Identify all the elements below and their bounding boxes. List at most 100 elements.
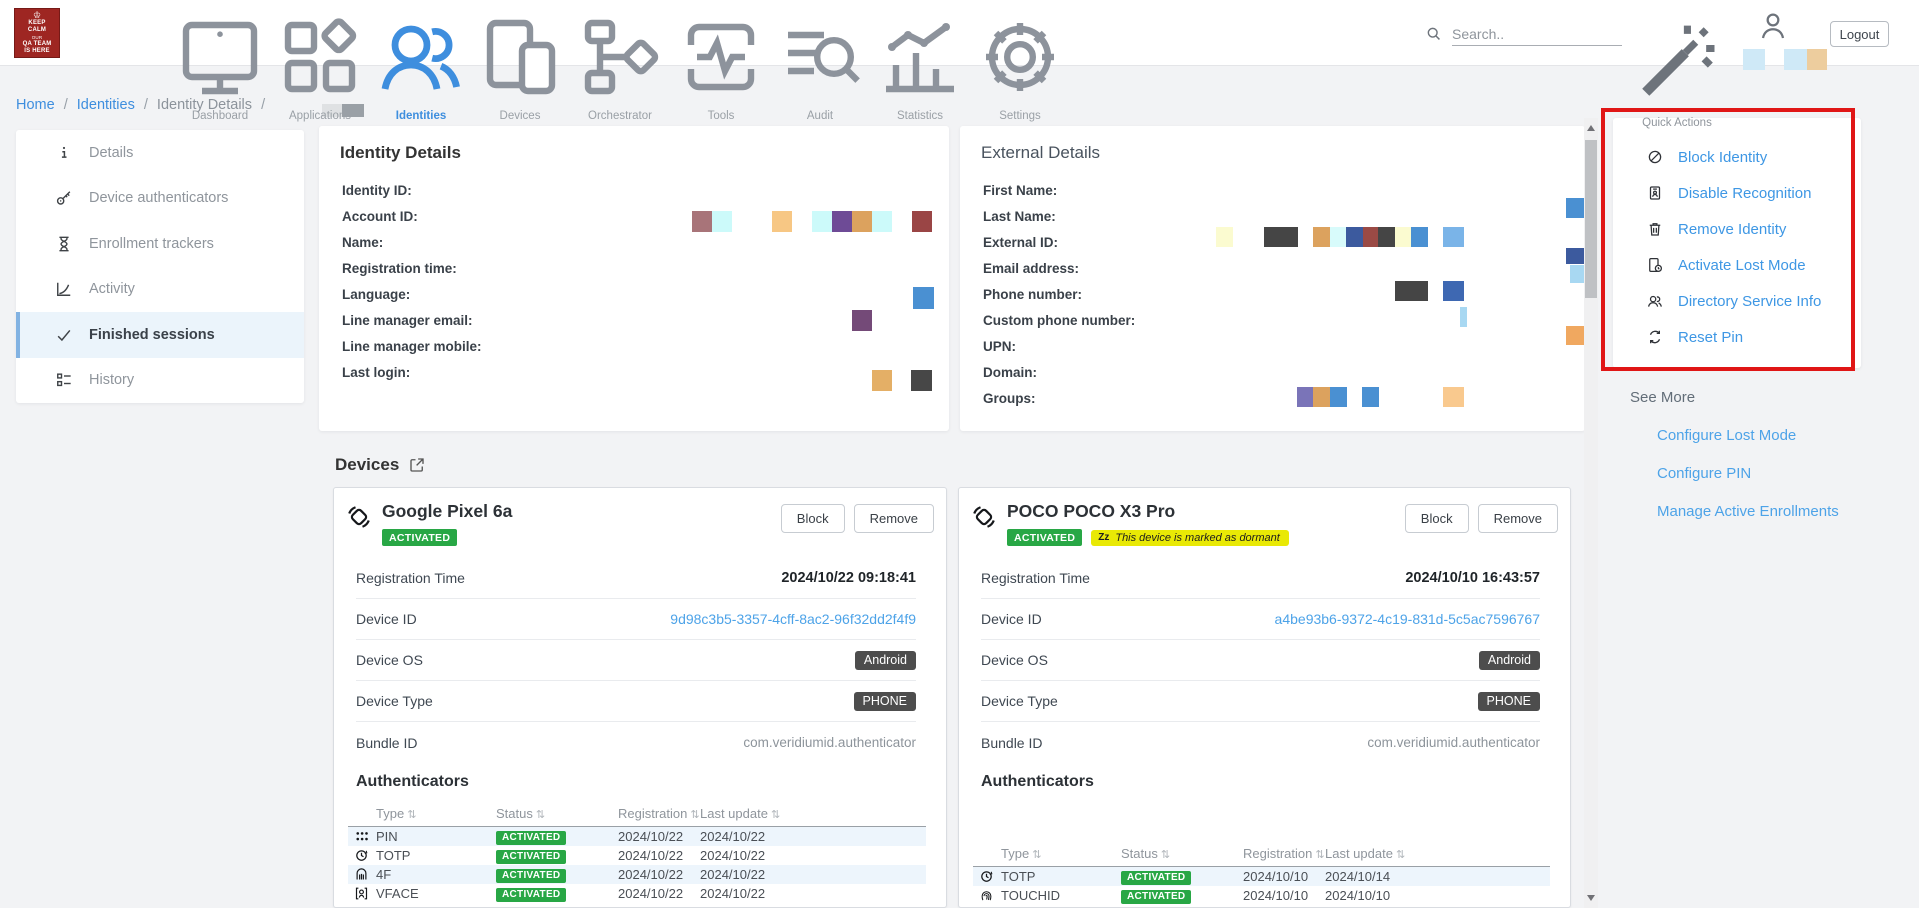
auth-status-badge: ACTIVATED: [1121, 889, 1192, 904]
row-label: Device ID: [356, 611, 417, 627]
sleep-icon: Zz: [1098, 531, 1110, 543]
sort-icon: ⇅: [1395, 848, 1406, 861]
nav-orchestrator[interactable]: Orchestrator: [572, 9, 668, 122]
sort-icon: ⇅: [407, 808, 417, 821]
app-logo[interactable]: ♔ KEEP CALM OUR QA TEAM IS HERE: [14, 8, 60, 58]
action-label: Disable Recognition: [1678, 184, 1812, 202]
dashboard-icon: [172, 9, 268, 105]
manage-active-enrollments-link[interactable]: Manage Active Enrollments: [1657, 503, 1839, 520]
field-label: Line manager email:: [342, 313, 473, 328]
configure-lost-mode-link[interactable]: Configure Lost Mode: [1657, 427, 1797, 444]
column-header-type[interactable]: Type ⇅: [376, 805, 417, 821]
authenticator-row-touchid[interactable]: TOUCHID ACTIVATED 2024/10/10 2024/10/10: [973, 886, 1550, 905]
sidebar-item-finished-sessions[interactable]: Finished sessions: [16, 312, 304, 358]
sidebar-item-details[interactable]: Details: [16, 130, 304, 176]
dormant-badge: Zz This device is marked as dormant: [1091, 529, 1289, 546]
totp-clock-icon: [979, 869, 994, 884]
logout-button[interactable]: Logout: [1830, 21, 1889, 47]
block-device-button[interactable]: Block: [1404, 504, 1469, 533]
orchestrator-icon: [572, 9, 668, 105]
sidebar-item-enrollment-trackers[interactable]: Enrollment trackers: [16, 221, 304, 267]
external-details-panel: External Details First Name: Last Name: …: [960, 126, 1585, 431]
disable-recognition-action[interactable]: Disable Recognition: [1613, 175, 1861, 211]
remove-device-button[interactable]: Remove: [853, 504, 934, 533]
column-header-registration[interactable]: Registration ⇅: [618, 805, 700, 821]
nav-label: Tools: [707, 110, 735, 122]
column-header-status[interactable]: Status ⇅: [1121, 845, 1171, 861]
nav-dashboard[interactable]: Dashboard: [172, 9, 268, 122]
registration-time-row: Registration Time 2024/10/10 16:43:57: [981, 558, 1540, 599]
device-id-link[interactable]: 9d98c3b5-3357-4cff-8ac2-96f32dd2f4f9: [670, 611, 916, 627]
authenticator-row-vface[interactable]: VFACE ACTIVATED 2024/10/22 2024/10/22: [348, 884, 926, 903]
nav-applications[interactable]: Applications: [272, 9, 368, 122]
quick-actions-button[interactable]: Quick Actions: [1627, 11, 1727, 129]
user-avatar-icon[interactable]: [1757, 10, 1789, 42]
remove-identity-action[interactable]: Remove Identity: [1613, 211, 1861, 247]
configure-pin-link[interactable]: Configure PIN: [1657, 465, 1752, 482]
device-status-badge: ACTIVATED: [1007, 529, 1083, 546]
block-identity-action[interactable]: Block Identity: [1613, 139, 1861, 175]
face-icon: [354, 886, 369, 901]
trash-icon: [1646, 220, 1664, 238]
auth-registration: 2024/10/10: [1243, 888, 1309, 903]
nav-audit[interactable]: Audit: [772, 9, 868, 122]
scroll-down-arrow-icon[interactable]: [1587, 895, 1595, 901]
magic-wand-icon: [1627, 11, 1727, 111]
auth-type: VFACE: [376, 886, 419, 901]
search-icon: [1424, 24, 1443, 43]
column-header-type[interactable]: Type ⇅: [1001, 845, 1042, 861]
search-input[interactable]: [1452, 22, 1622, 46]
remove-device-button[interactable]: Remove: [1477, 504, 1558, 533]
nav-tools[interactable]: Tools: [673, 9, 769, 122]
nav-statistics[interactable]: Statistics: [872, 9, 968, 122]
row-label: Device ID: [981, 611, 1042, 627]
identity-details-title: Identity Details: [340, 143, 461, 162]
authenticator-row-totp[interactable]: TOTP ACTIVATED 2024/10/10 2024/10/14: [973, 867, 1550, 886]
device-id-link[interactable]: a4be93b6-9372-4c19-831d-5c5ac7596767: [1274, 611, 1540, 627]
action-label: Activate Lost Mode: [1678, 256, 1806, 274]
breadcrumb: Home / Identities / Identity Details /: [16, 97, 270, 113]
breadcrumb-identities-link[interactable]: Identities: [76, 97, 135, 113]
sidebar-item-history[interactable]: History: [16, 358, 304, 404]
authenticator-row-pin[interactable]: PIN ACTIVATED 2024/10/22 2024/10/22: [348, 827, 926, 846]
scrollbar-thumb[interactable]: [1585, 140, 1597, 298]
nav-label: Dashboard: [191, 110, 249, 122]
statistics-icon: [872, 9, 968, 105]
column-header-registration[interactable]: Registration ⇅: [1243, 845, 1325, 861]
authenticators-table: Type ⇅ Status ⇅ Registration ⇅ Last update ⇅…: [334, 800, 946, 903]
fingerprint-icon: [979, 888, 994, 903]
authenticator-row-4f[interactable]: 4F ACTIVATED 2024/10/22 2024/10/22: [348, 865, 926, 884]
directory-service-info-action[interactable]: Directory Service Info: [1613, 283, 1861, 319]
nav-settings[interactable]: Settings: [972, 9, 1068, 122]
field-label: Email address:: [983, 261, 1080, 276]
sidebar-item-device-authenticators[interactable]: Device authenticators: [16, 176, 304, 222]
device-os-badge: Android: [1478, 650, 1540, 670]
auth-last-update: 2024/10/22: [700, 886, 766, 901]
breadcrumb-home-link[interactable]: Home: [16, 97, 55, 113]
auth-last-update: 2024/10/22: [700, 848, 766, 863]
identity-actions-panel: Block Identity Disable Recognition Remov…: [1613, 118, 1861, 368]
see-more-title: See More: [1630, 389, 1696, 406]
field-label: UPN:: [983, 339, 1016, 354]
devices-icon: [472, 9, 568, 105]
open-devices-icon[interactable]: [408, 456, 426, 474]
scroll-up-arrow-icon[interactable]: [1587, 125, 1595, 131]
block-device-button[interactable]: Block: [780, 504, 845, 533]
column-header-last-update[interactable]: Last update ⇅: [700, 805, 781, 821]
nav-label: Statistics: [896, 110, 943, 122]
field-label: Line manager mobile:: [342, 339, 482, 354]
devices-title-text: Devices: [335, 455, 400, 474]
nav-devices[interactable]: Devices: [472, 9, 568, 122]
authenticator-row-totp[interactable]: TOTP ACTIVATED 2024/10/22 2024/10/22: [348, 846, 926, 865]
quick-actions-label: Quick Actions: [1642, 117, 1712, 129]
column-header-status[interactable]: Status ⇅: [496, 805, 546, 821]
users-icon: [1646, 292, 1664, 310]
activate-lost-mode-action[interactable]: Activate Lost Mode: [1613, 247, 1861, 283]
content-scrollbar[interactable]: [1584, 118, 1598, 908]
device-os-row: Device OS Android: [356, 640, 916, 681]
sidebar-item-activity[interactable]: Activity: [16, 267, 304, 313]
reset-pin-action[interactable]: Reset Pin: [1613, 319, 1861, 355]
identities-icon: [373, 9, 469, 105]
column-header-last-update[interactable]: Last update ⇅: [1325, 845, 1406, 861]
nav-identities[interactable]: Identities: [373, 9, 469, 122]
